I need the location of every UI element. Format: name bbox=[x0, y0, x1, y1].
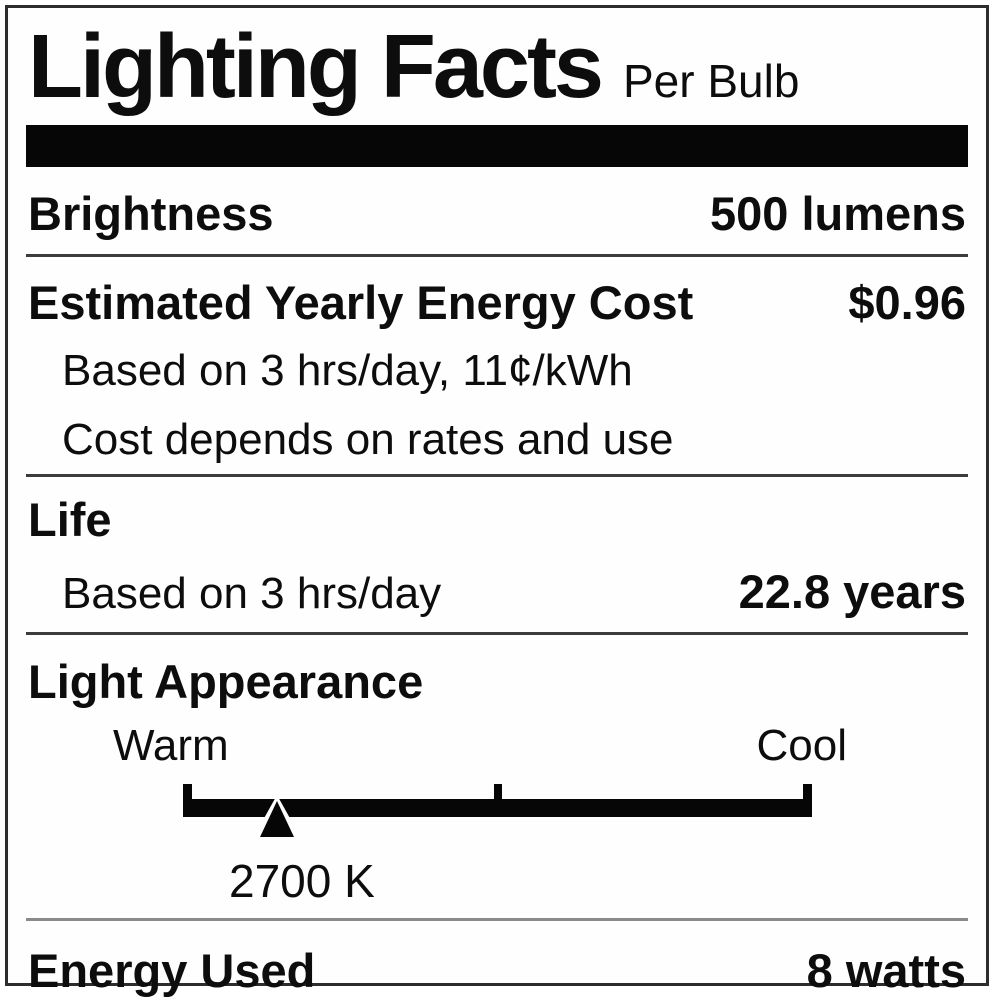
life-basis: Based on 3 hrs/day bbox=[62, 569, 442, 618]
energy-cost-value: $0.96 bbox=[848, 276, 966, 329]
light-appearance-label: Light Appearance bbox=[28, 655, 424, 708]
title-row: Lighting Facts Per Bulb bbox=[28, 22, 968, 112]
scale-cool-label: Cool bbox=[756, 721, 848, 770]
life-label: Life bbox=[28, 493, 112, 546]
energy-cost-note-rates: Cost depends on rates and use bbox=[62, 415, 674, 464]
brightness-label: Brightness bbox=[28, 187, 274, 240]
separator bbox=[26, 918, 968, 921]
scale-endpoint-labels: Warm Cool bbox=[26, 724, 968, 768]
scale-tick-left bbox=[183, 784, 192, 817]
energy-cost-note-basis: Based on 3 hrs/day, 11¢/kWh bbox=[62, 346, 633, 395]
brightness-row: Brightness 500 lumens bbox=[28, 190, 966, 237]
separator bbox=[26, 254, 968, 257]
energy-cost-label: Estimated Yearly Energy Cost bbox=[28, 276, 694, 329]
scale-tick-middle bbox=[493, 784, 502, 817]
label-subtitle: Per Bulb bbox=[622, 55, 800, 107]
energy-used-row: Energy Used 8 watts bbox=[28, 947, 966, 994]
energy-cost-row: Estimated Yearly Energy Cost $0.96 bbox=[28, 279, 966, 326]
color-temperature-value: 2700 K bbox=[229, 855, 375, 907]
scale-tick-right bbox=[803, 784, 812, 817]
lighting-facts-label: Lighting Facts Per Bulb Brightness 500 l… bbox=[5, 5, 989, 994]
life-detail-row: Based on 3 hrs/day 22.8 years bbox=[26, 568, 966, 616]
header-divider-bar bbox=[26, 125, 968, 167]
life-row: Life bbox=[28, 496, 966, 543]
marker-triangle-fill bbox=[260, 801, 295, 837]
label-title: Lighting Facts bbox=[28, 17, 604, 117]
warm-cool-scale bbox=[183, 784, 812, 838]
separator bbox=[26, 632, 968, 635]
brightness-value: 500 lumens bbox=[709, 187, 966, 240]
separator bbox=[26, 474, 968, 477]
energy-used-label: Energy Used bbox=[28, 944, 316, 997]
scale-warm-label: Warm bbox=[113, 721, 229, 770]
energy-used-value: 8 watts bbox=[806, 944, 966, 997]
light-appearance-row: Light Appearance bbox=[28, 658, 966, 705]
life-value: 22.8 years bbox=[738, 565, 966, 618]
